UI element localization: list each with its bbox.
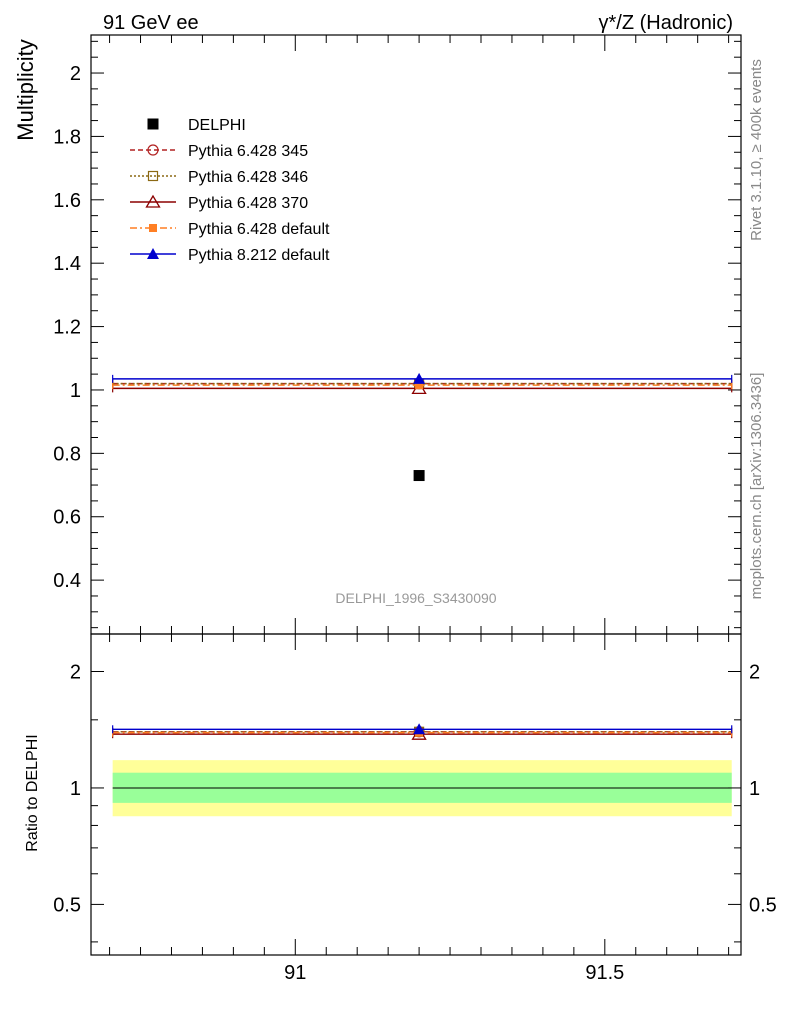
main-ytick-label: 0.6 [53,507,81,529]
main-ytick-label: 1.8 [53,126,81,148]
legend-marker-pythia-6-428-default [149,224,157,232]
header-right-title: γ*/Z (Hadronic) [599,12,733,34]
data-point-delphi [413,470,425,482]
main-ytick-label: 1.6 [53,190,81,212]
y-axis-label-main: Multiplicity [13,39,38,140]
main-ytick-label: 1 [70,380,81,402]
ratio-ytick-label: 1 [70,778,81,800]
ratio-ytick-label: 2 [70,661,81,683]
source-label: mcplots.cern.ch [arXiv:1306.3436] [748,373,765,600]
legend-label-delphi: DELPHI [188,117,246,134]
legend-label-pythia-6-428-370: Pythia 6.428 370 [188,195,308,212]
legend-label-pythia-8-212-default: Pythia 8.212 default [188,247,330,264]
ratio-ytick-label-right: 2 [749,661,760,683]
main-ytick-label: 2 [70,63,81,85]
legend-marker-pythia-6-428-370 [145,194,161,208]
main-ytick-label: 1.4 [53,253,81,275]
ratio-marker-pythia-8-212-default [413,723,426,735]
legend-label-pythia-6-428-default: Pythia 6.428 default [188,221,330,238]
ratio-frame [90,633,742,956]
legend-marker-delphi [147,118,159,130]
legend-marker-pythia-6-428-345 [147,144,159,156]
marker-pythia-8-212-default [413,372,426,384]
ratio-panel: 0.5 0.5 1 1 2 2 91 91.5 [53,633,777,984]
main-ytick-label: 1.2 [53,317,81,339]
main-ytick-label: 0.4 [53,570,81,592]
legend-marker-pythia-6-428-346 [147,170,159,182]
analysis-id-label: DELPHI_1996_S3430090 [335,590,496,606]
main-ytick-label: 0.8 [53,443,81,465]
ratio-ytick-label: 0.5 [53,894,81,916]
main-panel: 0.4 0.6 0.8 1 1.2 1.4 1.6 1.8 2 [53,34,742,635]
marker-pythia-6-428-default [415,381,424,390]
legend: DELPHI Pythia 6.428 345 Pythia 6.428 346 Py… [130,117,330,264]
legend-label-pythia-6-428-345: Pythia 6.428 345 [188,143,308,160]
x-tick-label: 91.5 [585,962,624,984]
legend-label-pythia-6-428-346: Pythia 6.428 346 [188,169,308,186]
ratio-ytick-label-right: 0.5 [749,894,777,916]
rivet-version-label: Rivet 3.1.10, ≥ 400k events [748,59,765,241]
x-tick-label: 91 [284,962,306,984]
ratio-ytick-label-right: 1 [749,778,760,800]
legend-marker-pythia-8-212-default [147,248,159,259]
y-axis-label-ratio: Ratio to DELPHI [24,734,41,851]
header-left-title: 91 GeV ee [103,12,199,34]
